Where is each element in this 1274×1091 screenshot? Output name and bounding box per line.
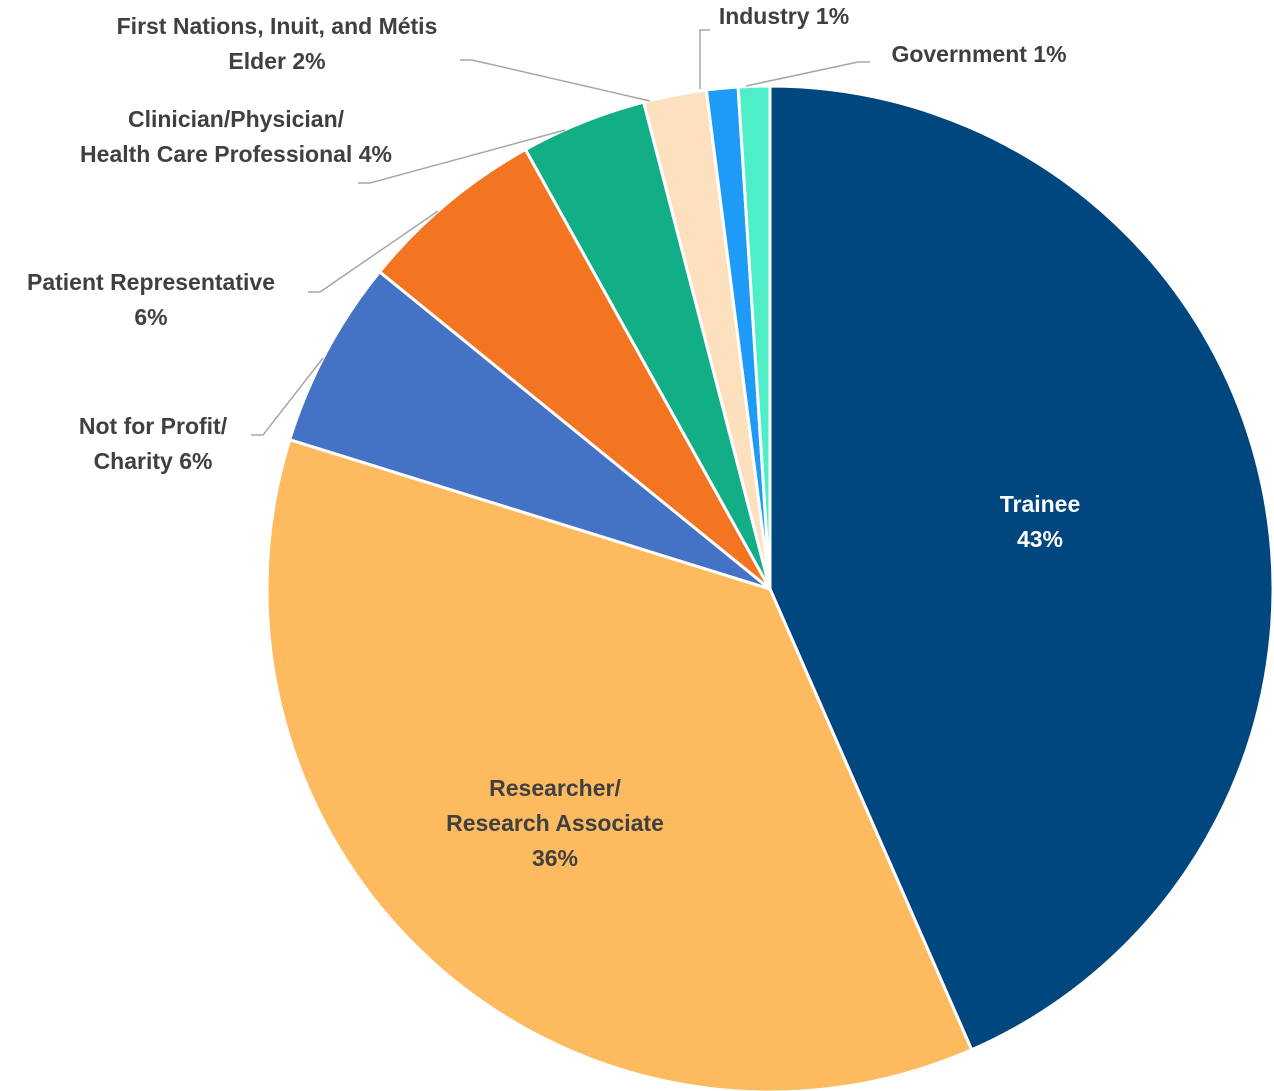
pie-slice-researcher-research-associate [265, 438, 974, 1091]
pie-slice-government [736, 84, 772, 591]
leader-line-patient-representative [308, 210, 439, 293]
data-labels: Trainee 43% Researcher/Research Associate 3… [27, 3, 1080, 871]
leader-line-industry [699, 29, 710, 89]
data-label-industry: Industry 1% [719, 3, 849, 29]
pie-slice-trainee [768, 84, 1274, 1052]
data-label-patient-representative: Patient Representative 6% [27, 269, 275, 330]
data-label-researcher-research-associate: Researcher/Research Associate 36% [446, 775, 664, 871]
pie-slice-patient-representative [378, 147, 772, 591]
leader-line-clinician-physician-health-care-professional [358, 129, 566, 184]
data-label-first-nations-inuit-and-m-tis-elder: First Nations, Inuit, and Métis Elder 2% [117, 13, 438, 74]
leader-line-government [745, 61, 870, 87]
pie-slices [265, 84, 1274, 1091]
leader-lines [251, 29, 870, 436]
data-label-not-for-profit-charity: Not for Profit/Charity 6% [79, 413, 228, 474]
leader-line-not-for-profit-charity [251, 357, 324, 436]
leader-line-first-nations-inuit-and-m-tis-elder [460, 59, 651, 102]
data-label-trainee: Trainee 43% [1000, 491, 1081, 552]
pie-slice-not-for-profit-charity [288, 270, 772, 591]
data-label-clinician-physician-health-care-professional: Clinician/Physician/Health Care Professi… [80, 106, 392, 167]
data-label-government: Government 1% [891, 41, 1066, 67]
